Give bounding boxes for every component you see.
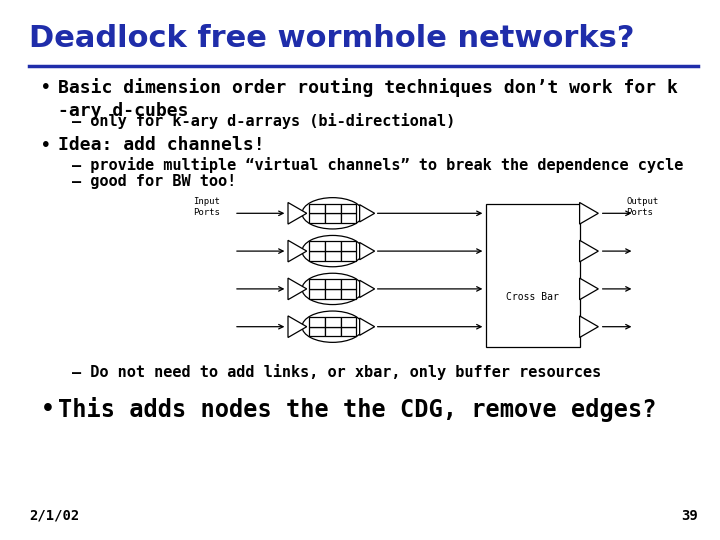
Bar [309, 289, 325, 299]
Polygon shape [580, 278, 598, 300]
Bar [325, 289, 341, 299]
Ellipse shape [302, 235, 364, 267]
Text: Basic dimension order routing techniques don’t work for k
-ary d-cubes: Basic dimension order routing techniques… [58, 78, 678, 120]
Bar [341, 289, 356, 299]
Bar [325, 317, 341, 327]
Bar [341, 213, 356, 223]
Text: This adds nodes the the CDG, remove edges?: This adds nodes the the CDG, remove edge… [58, 397, 656, 422]
Text: – provide multiple “virtual channels” to break the dependence cycle: – provide multiple “virtual channels” to… [72, 157, 683, 173]
Bar [486, 204, 580, 347]
Bar [325, 213, 341, 223]
Text: Cross Bar: Cross Bar [506, 292, 559, 302]
Bar [325, 327, 341, 336]
Bar [309, 317, 325, 327]
Text: – only for k-ary d-arrays (bi-directional): – only for k-ary d-arrays (bi-directiona… [72, 113, 455, 130]
Polygon shape [288, 240, 307, 262]
Polygon shape [288, 202, 307, 224]
Bar [341, 241, 356, 251]
Polygon shape [288, 278, 307, 300]
Bar [309, 327, 325, 336]
Bar [309, 241, 325, 251]
Bar [341, 327, 356, 336]
Text: – good for BW too!: – good for BW too! [72, 174, 236, 189]
Bar [325, 251, 341, 261]
Bar [341, 317, 356, 327]
Bar [309, 213, 325, 223]
Polygon shape [288, 316, 307, 338]
Ellipse shape [302, 198, 364, 229]
Bar [325, 279, 341, 289]
Text: Input
Ports: Input Ports [193, 197, 220, 217]
Bar [341, 279, 356, 289]
Text: Deadlock free wormhole networks?: Deadlock free wormhole networks? [29, 24, 634, 53]
Text: •: • [40, 78, 51, 97]
Ellipse shape [302, 311, 364, 342]
Bar [309, 251, 325, 261]
Bar [309, 204, 325, 213]
Polygon shape [360, 318, 374, 335]
Polygon shape [360, 205, 374, 222]
Bar [325, 204, 341, 213]
Text: •: • [40, 136, 51, 155]
Bar [325, 241, 341, 251]
Polygon shape [580, 202, 598, 224]
Text: 2/1/02: 2/1/02 [29, 509, 79, 523]
Bar [309, 279, 325, 289]
Text: •: • [40, 397, 55, 423]
Text: – Do not need to add links, or xbar, only buffer resources: – Do not need to add links, or xbar, onl… [72, 364, 601, 381]
Polygon shape [360, 280, 374, 298]
Polygon shape [580, 240, 598, 262]
Text: Idea: add channels!: Idea: add channels! [58, 136, 264, 154]
Ellipse shape [302, 273, 364, 305]
Bar [341, 204, 356, 213]
Text: Output
Ports: Output Ports [626, 197, 659, 217]
Text: 39: 39 [682, 509, 698, 523]
Bar [341, 251, 356, 261]
Polygon shape [580, 316, 598, 338]
Polygon shape [360, 242, 374, 260]
